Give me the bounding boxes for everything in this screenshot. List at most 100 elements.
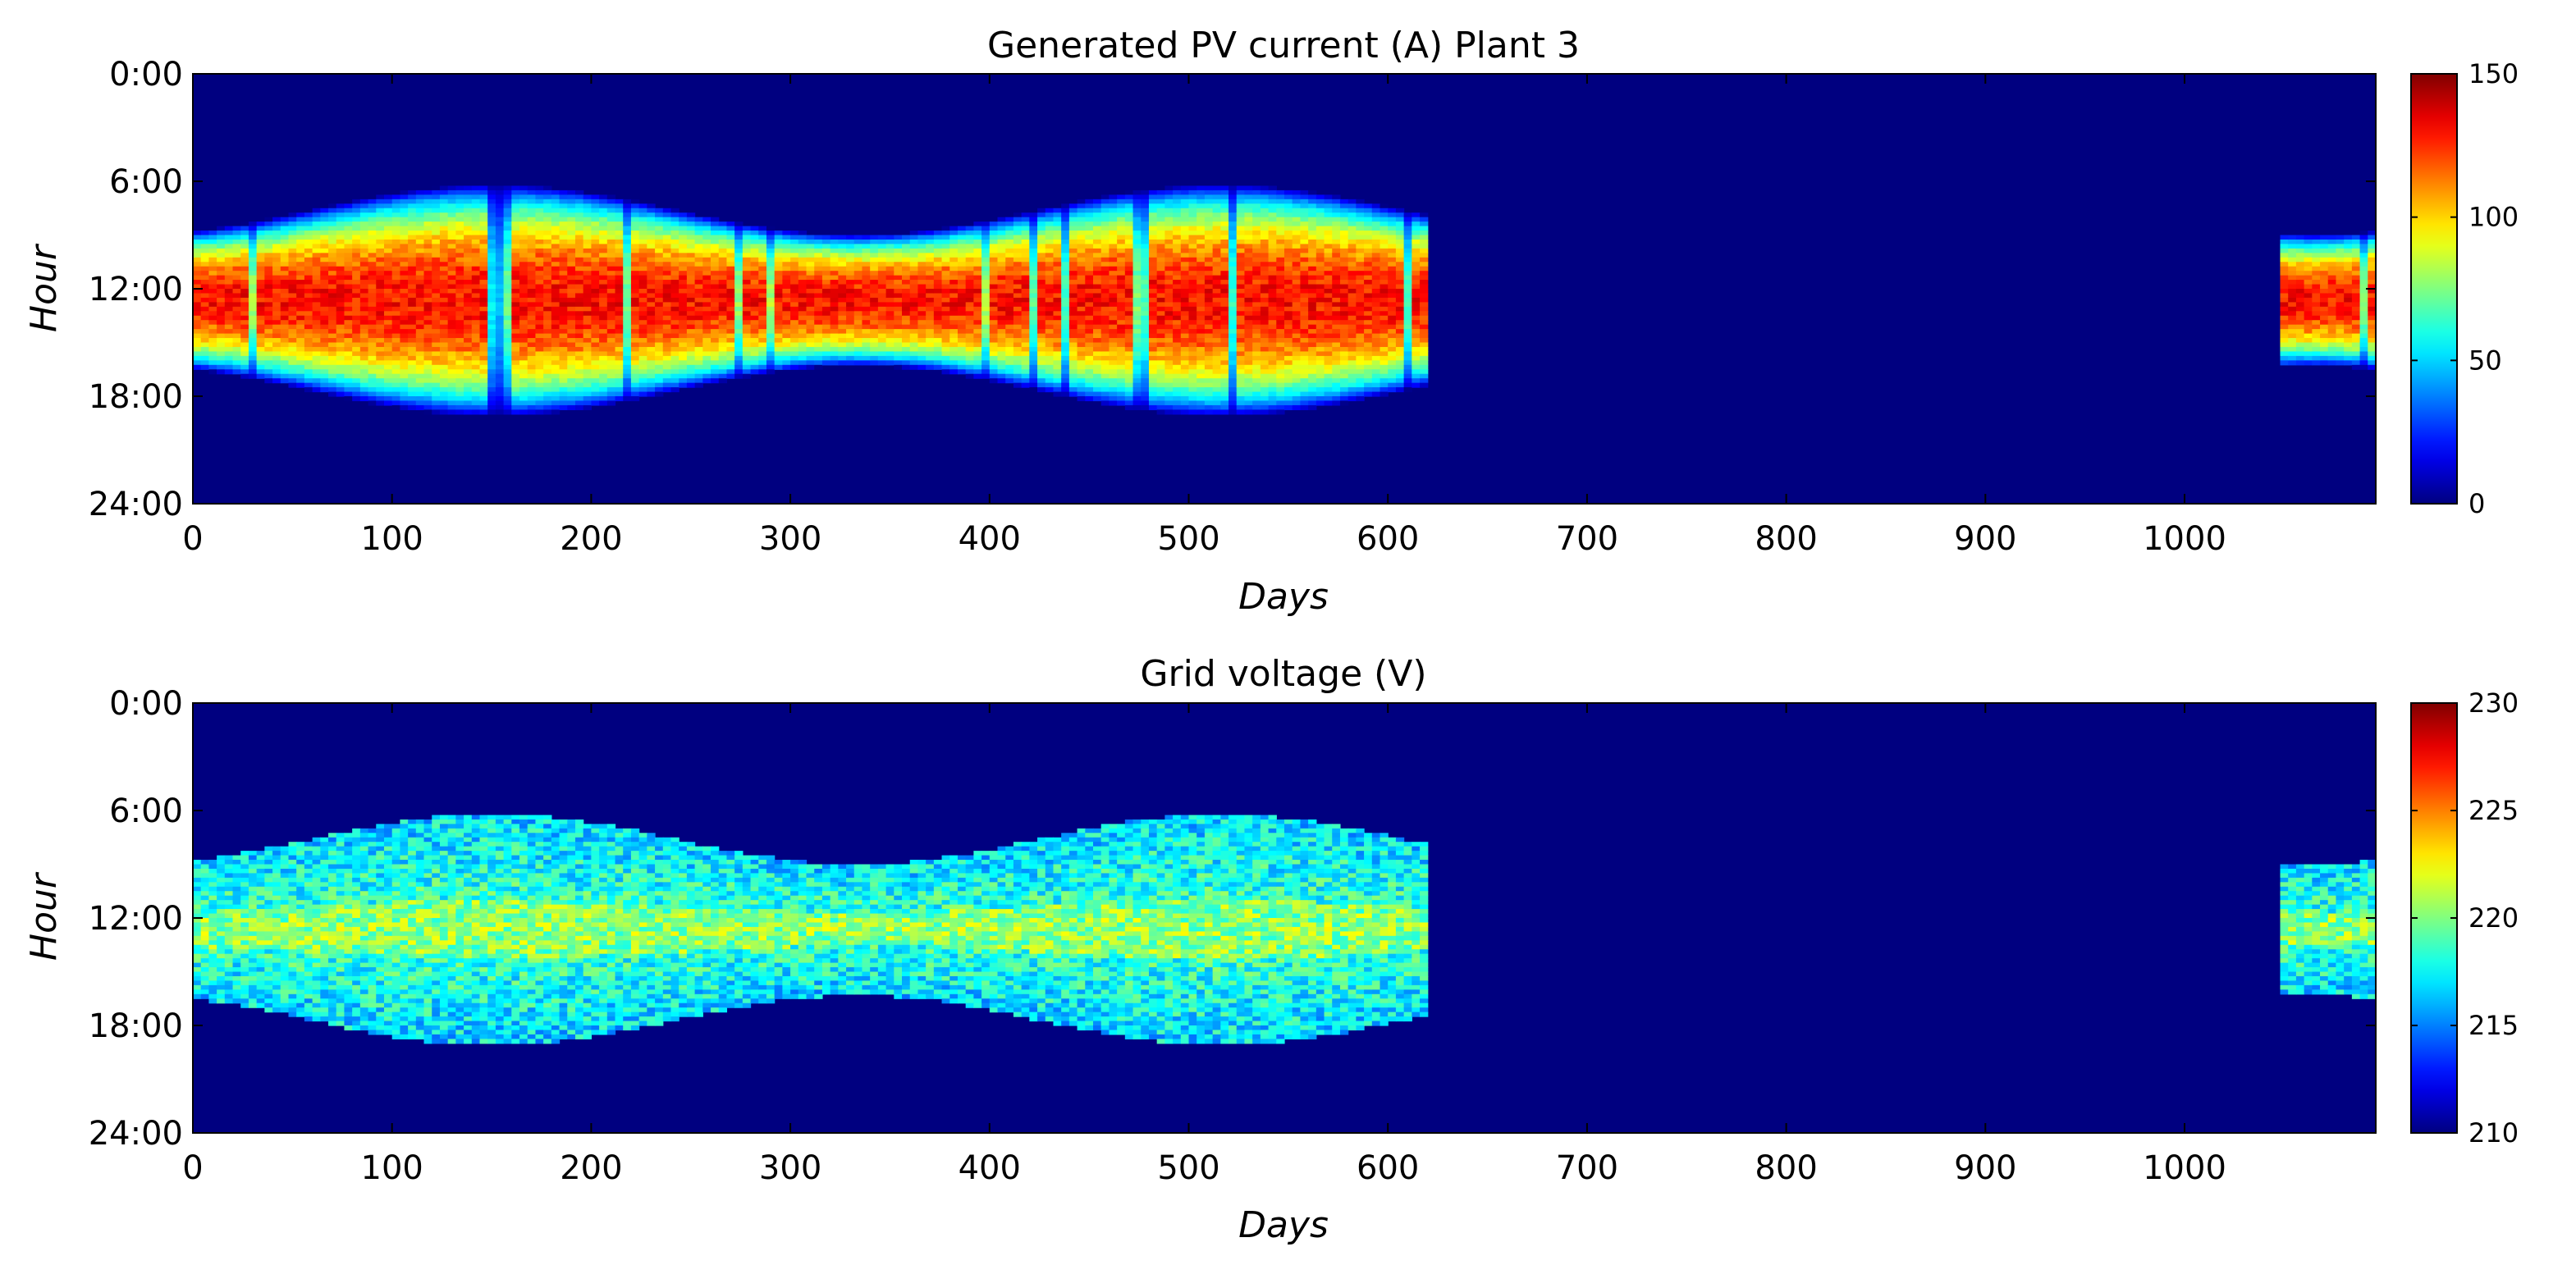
heatmap-cell xyxy=(623,346,632,353)
heatmap-cell xyxy=(647,360,656,366)
heatmap-cell xyxy=(846,342,855,348)
heatmap-cell xyxy=(997,248,1006,253)
heatmap-cell xyxy=(1085,235,1094,240)
heatmap-cell xyxy=(885,253,895,258)
heatmap-cell xyxy=(487,239,496,245)
heatmap-cell xyxy=(662,266,672,272)
heatmap-cell xyxy=(734,315,744,321)
heatmap-cell xyxy=(1156,244,1165,249)
heatmap-cell xyxy=(487,284,496,290)
heatmap-cell xyxy=(447,302,456,308)
heatmap-cell xyxy=(352,382,361,388)
heatmap-cell xyxy=(217,311,226,317)
heatmap-cell xyxy=(623,324,632,330)
heatmap-cell xyxy=(527,248,537,253)
heatmap-cell xyxy=(1068,289,1078,295)
heatmap-cell xyxy=(519,244,528,249)
heatmap-cell xyxy=(567,378,576,384)
heatmap-cell xyxy=(1029,311,1038,317)
heatmap-cell xyxy=(359,284,369,290)
heatmap-cell xyxy=(535,280,544,285)
heatmap-cell xyxy=(1037,280,1046,285)
heatmap-cell xyxy=(1053,208,1062,213)
heatmap-cell xyxy=(352,257,361,263)
heatmap-cell xyxy=(1045,239,1055,245)
heatmap-cell xyxy=(647,315,656,321)
heatmap-cell xyxy=(814,329,823,335)
heatmap-cell xyxy=(830,253,839,258)
heatmap-cell xyxy=(495,387,505,393)
heatmap-cell xyxy=(256,284,265,290)
heatmap-cell xyxy=(662,226,672,231)
heatmap-cell xyxy=(256,226,265,231)
heatmap-cell xyxy=(376,284,385,290)
heatmap-cell xyxy=(455,190,464,195)
heatmap-cell xyxy=(432,342,441,348)
heatmap-cell xyxy=(1061,311,1070,317)
heatmap-cell xyxy=(567,351,576,357)
heatmap-cell xyxy=(328,391,337,397)
heatmap-cell xyxy=(415,382,425,388)
heatmap-cell xyxy=(551,284,560,290)
heatmap-cell xyxy=(606,239,616,245)
heatmap-cell xyxy=(519,382,528,388)
heatmap-cell xyxy=(885,324,895,330)
heatmap-cell xyxy=(894,266,903,272)
heatmap-cell xyxy=(766,284,776,290)
heatmap-cell xyxy=(1109,284,1118,290)
heatmap-cell xyxy=(1013,212,1023,218)
heatmap-cell xyxy=(997,244,1006,249)
heatmap-cell xyxy=(1068,266,1078,272)
heatmap-cell xyxy=(272,338,281,344)
heatmap-cell xyxy=(1013,266,1023,272)
heatmap-cell xyxy=(949,289,959,295)
heatmap-cell xyxy=(1093,253,1102,258)
heatmap-cell xyxy=(280,302,290,308)
heatmap-cell xyxy=(439,284,449,290)
heatmap-cell xyxy=(1061,373,1070,379)
heatmap-cell xyxy=(758,329,767,335)
heatmap-cell xyxy=(464,364,473,370)
heatmap-cell xyxy=(615,217,624,222)
heatmap-cell xyxy=(527,289,537,295)
heatmap-cell xyxy=(981,239,991,245)
heatmap-cell xyxy=(1148,329,1158,335)
heatmap-cell xyxy=(1141,297,1150,303)
heatmap-cell xyxy=(439,351,449,357)
heatmap-cell xyxy=(503,190,512,195)
heatmap-cell xyxy=(981,253,991,258)
heatmap-cell xyxy=(240,275,249,281)
heatmap-cell xyxy=(718,369,728,375)
heatmap-cell xyxy=(408,190,417,195)
heatmap-cell xyxy=(240,364,249,370)
heatmap-cell xyxy=(1173,217,1182,222)
heatmap-cell xyxy=(655,297,664,303)
heatmap-cell xyxy=(814,342,823,348)
heatmap-cell xyxy=(1132,342,1142,348)
heatmap-cell xyxy=(280,280,290,285)
heatmap-cell xyxy=(1045,262,1055,267)
heatmap-cell xyxy=(495,199,505,204)
heatmap-cell xyxy=(487,190,496,195)
heatmap-cell xyxy=(885,351,895,357)
heatmap-cell xyxy=(415,378,425,384)
heatmap-cell xyxy=(694,226,703,231)
heatmap-cell xyxy=(1085,239,1094,245)
heatmap-cell xyxy=(1117,221,1126,227)
heatmap-cell xyxy=(432,275,441,281)
heatmap-cell xyxy=(766,333,776,339)
heatmap-cell xyxy=(742,248,752,253)
heatmap-cell xyxy=(232,369,241,375)
heatmap-cell xyxy=(1077,293,1086,299)
heatmap-cell xyxy=(782,257,791,263)
heatmap-cell xyxy=(336,244,345,249)
heatmap-cell xyxy=(774,231,783,236)
heatmap-cell xyxy=(543,231,552,236)
heatmap-cell xyxy=(806,364,815,370)
heatmap-cell xyxy=(623,257,632,263)
heatmap-cell xyxy=(846,338,855,344)
heatmap-cell xyxy=(376,355,385,361)
heatmap-cell xyxy=(1156,271,1165,276)
heatmap-cell xyxy=(432,212,441,218)
heatmap-cell xyxy=(455,329,464,335)
